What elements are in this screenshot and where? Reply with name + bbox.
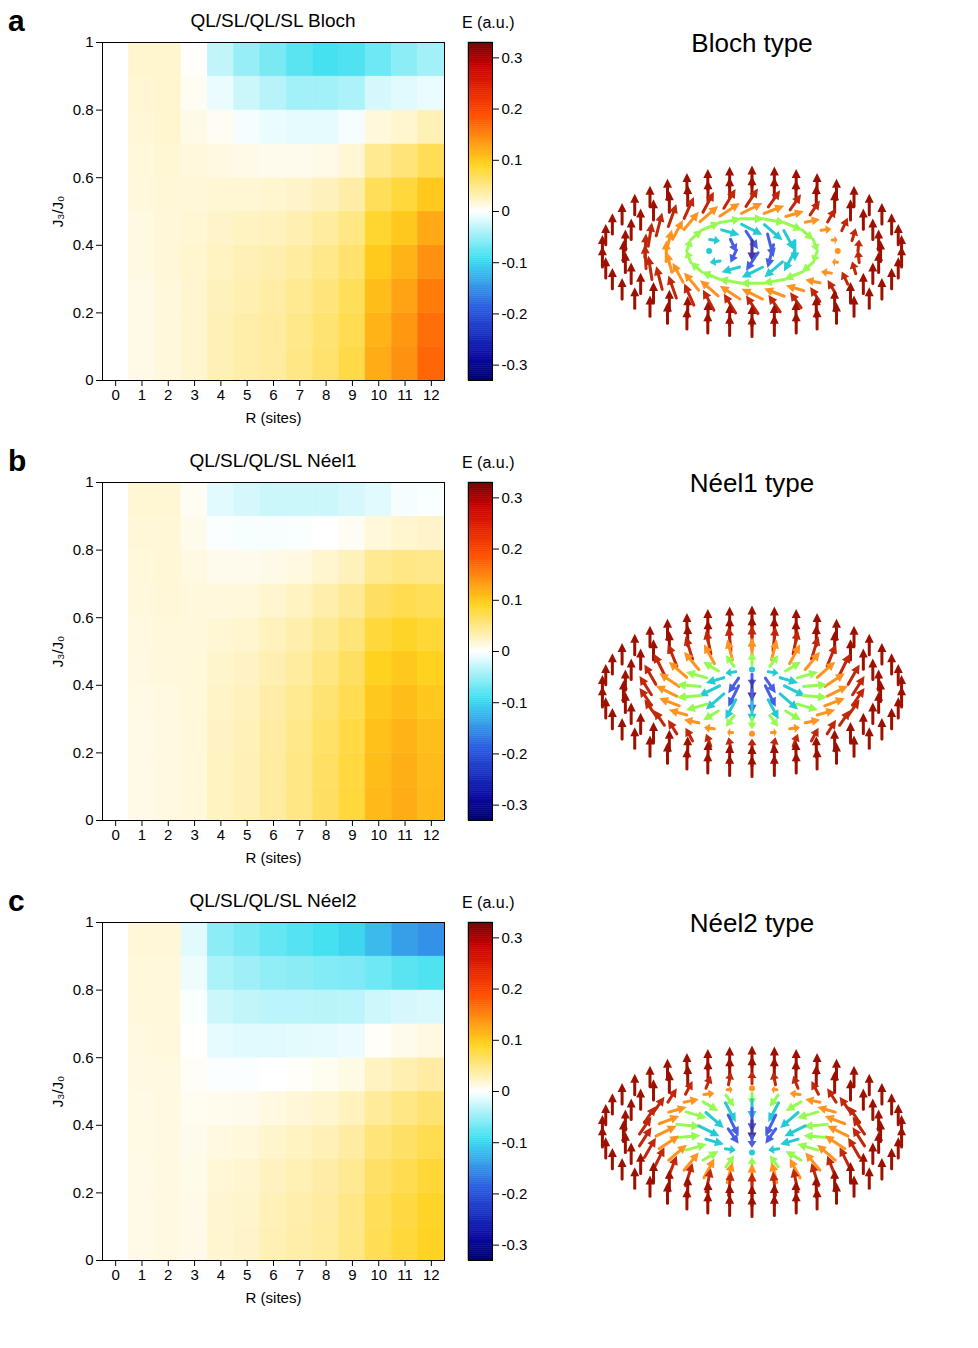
svg-text:12: 12 (423, 386, 440, 403)
svg-text:0: 0 (85, 1251, 93, 1268)
svg-text:10: 10 (370, 1266, 387, 1283)
svg-text:1: 1 (85, 913, 93, 930)
svg-text:0.8: 0.8 (73, 981, 94, 998)
svg-text:0: 0 (502, 642, 510, 659)
svg-text:R (sites): R (sites) (246, 1289, 302, 1306)
svg-text:4: 4 (217, 1266, 225, 1283)
svg-text:12: 12 (423, 826, 440, 843)
svg-text:8: 8 (322, 386, 330, 403)
svg-text:12: 12 (423, 1266, 440, 1283)
svg-text:3: 3 (190, 826, 198, 843)
svg-text:0.2: 0.2 (502, 540, 523, 557)
svg-text:Néel1 type: Néel1 type (690, 468, 814, 498)
svg-text:2: 2 (164, 386, 172, 403)
svg-text:J₃/J₀: J₃/J₀ (49, 196, 66, 228)
svg-text:0.4: 0.4 (73, 676, 94, 693)
svg-text:2: 2 (164, 826, 172, 843)
svg-text:7: 7 (296, 1266, 304, 1283)
svg-text:3: 3 (190, 1266, 198, 1283)
html-text:QL/SL/QL/SL Néel2: QL/SL/QL/SL Néel2 (189, 890, 357, 911)
svg-text:0.1: 0.1 (502, 591, 523, 608)
svg-text:10: 10 (370, 386, 387, 403)
svg-text:6: 6 (269, 826, 277, 843)
html-text:c: c (8, 884, 25, 917)
svg-text:11: 11 (397, 386, 413, 403)
svg-text:0: 0 (111, 1266, 119, 1283)
svg-text:-0.2: -0.2 (502, 1185, 528, 1202)
svg-text:0.8: 0.8 (73, 541, 94, 558)
svg-text:0: 0 (85, 371, 93, 388)
html-text:E (a.u.): E (a.u.) (462, 14, 515, 31)
svg-text:9: 9 (348, 1266, 356, 1283)
svg-text:0: 0 (111, 826, 119, 843)
svg-text:Néel2 type: Néel2 type (690, 908, 814, 938)
svg-text:0.6: 0.6 (73, 1049, 94, 1066)
svg-text:10: 10 (370, 826, 387, 843)
svg-text:8: 8 (322, 1266, 330, 1283)
svg-text:-0.1: -0.1 (502, 1134, 528, 1151)
svg-text:R (sites): R (sites) (246, 849, 302, 866)
svg-text:5: 5 (243, 386, 251, 403)
svg-text:4: 4 (217, 826, 225, 843)
html-text:b: b (8, 444, 27, 477)
svg-text:0.8: 0.8 (73, 101, 94, 118)
svg-text:5: 5 (243, 826, 251, 843)
svg-text:-0.1: -0.1 (502, 254, 528, 271)
svg-text:1: 1 (138, 826, 146, 843)
svg-text:8: 8 (322, 826, 330, 843)
svg-text:0.2: 0.2 (73, 1184, 94, 1201)
svg-text:0.2: 0.2 (502, 980, 523, 997)
svg-text:0.4: 0.4 (73, 1116, 94, 1133)
svg-text:0: 0 (502, 202, 510, 219)
svg-text:7: 7 (296, 826, 304, 843)
html-text:a: a (8, 4, 25, 37)
svg-text:0: 0 (502, 1082, 510, 1099)
svg-text:-0.2: -0.2 (502, 745, 528, 762)
svg-text:1: 1 (85, 473, 93, 490)
svg-text:3: 3 (190, 386, 198, 403)
svg-text:R (sites): R (sites) (246, 409, 302, 426)
svg-text:4: 4 (217, 386, 225, 403)
svg-text:1: 1 (138, 1266, 146, 1283)
svg-text:-0.2: -0.2 (502, 305, 528, 322)
svg-text:11: 11 (397, 1266, 413, 1283)
svg-text:0: 0 (111, 386, 119, 403)
svg-text:2: 2 (164, 1266, 172, 1283)
html-text:E (a.u.): E (a.u.) (462, 454, 515, 471)
svg-text:0.6: 0.6 (73, 169, 94, 186)
svg-text:11: 11 (397, 826, 413, 843)
svg-text:6: 6 (269, 1266, 277, 1283)
html-text:QL/SL/QL/SL Bloch: QL/SL/QL/SL Bloch (190, 10, 356, 31)
svg-text:0.3: 0.3 (502, 929, 523, 946)
svg-text:-0.3: -0.3 (502, 1236, 528, 1253)
svg-text:J₃/J₀: J₃/J₀ (49, 1076, 66, 1108)
svg-text:1: 1 (138, 386, 146, 403)
svg-text:9: 9 (348, 386, 356, 403)
html-text:E (a.u.): E (a.u.) (462, 894, 515, 911)
svg-text:1: 1 (85, 33, 93, 50)
svg-text:0.2: 0.2 (73, 744, 94, 761)
svg-text:0.2: 0.2 (73, 304, 94, 321)
html-text:QL/SL/QL/SL Néel1: QL/SL/QL/SL Néel1 (189, 450, 357, 471)
svg-text:-0.3: -0.3 (502, 356, 528, 373)
svg-text:9: 9 (348, 826, 356, 843)
svg-text:0.1: 0.1 (502, 151, 523, 168)
svg-text:6: 6 (269, 386, 277, 403)
svg-text:7: 7 (296, 386, 304, 403)
svg-text:-0.3: -0.3 (502, 796, 528, 813)
svg-text:J₃/J₀: J₃/J₀ (49, 636, 66, 668)
svg-text:0.1: 0.1 (502, 1031, 523, 1048)
svg-text:0.4: 0.4 (73, 236, 94, 253)
svg-text:0.2: 0.2 (502, 100, 523, 117)
svg-text:0.6: 0.6 (73, 609, 94, 626)
svg-text:5: 5 (243, 1266, 251, 1283)
svg-text:0: 0 (85, 811, 93, 828)
svg-text:0.3: 0.3 (502, 489, 523, 506)
svg-text:0.3: 0.3 (502, 49, 523, 66)
svg-text:Bloch type: Bloch type (691, 28, 812, 58)
svg-text:-0.1: -0.1 (502, 694, 528, 711)
